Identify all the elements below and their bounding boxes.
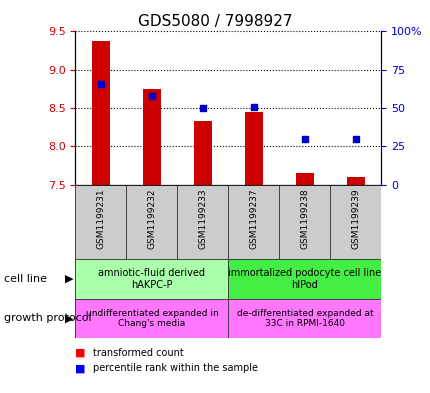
Text: percentile rank within the sample: percentile rank within the sample (92, 364, 257, 373)
Text: GSM1199239: GSM1199239 (350, 188, 359, 249)
Point (250, 103, 257, 110)
Text: GSM1199231: GSM1199231 (96, 188, 105, 249)
Text: GSM1199237: GSM1199237 (249, 188, 258, 249)
Bar (92, 40, 110, 185)
Text: amniotic-fluid derived
hAKPC-P: amniotic-fluid derived hAKPC-P (98, 268, 205, 290)
Text: growth protocol: growth protocol (4, 313, 92, 323)
Text: immortalized podocyte cell line
hIPod: immortalized podocyte cell line hIPod (228, 268, 381, 290)
Text: transformed count: transformed count (92, 347, 183, 358)
Bar (194, 121, 212, 185)
Text: GSM1199232: GSM1199232 (147, 188, 156, 249)
Text: ▶: ▶ (64, 274, 73, 284)
Text: ■: ■ (75, 364, 86, 373)
Bar (143, 89, 160, 185)
Text: ▶: ▶ (64, 313, 73, 323)
Bar (244, 112, 262, 185)
Bar (295, 173, 313, 185)
Point (352, 136, 359, 142)
Bar (346, 177, 364, 185)
Point (148, 93, 155, 99)
Text: GSM1199238: GSM1199238 (300, 188, 309, 249)
Text: de-differentiated expanded at
33C in RPMI-1640: de-differentiated expanded at 33C in RPM… (236, 309, 372, 328)
Point (301, 136, 308, 142)
Text: GDS5080 / 7998927: GDS5080 / 7998927 (138, 14, 292, 29)
Point (199, 105, 206, 111)
Point (97, 81, 104, 87)
Text: cell line: cell line (4, 274, 47, 284)
Text: undifferentiated expanded in
Chang's media: undifferentiated expanded in Chang's med… (85, 309, 218, 328)
Text: GSM1199233: GSM1199233 (198, 188, 207, 249)
Text: ■: ■ (75, 347, 86, 358)
